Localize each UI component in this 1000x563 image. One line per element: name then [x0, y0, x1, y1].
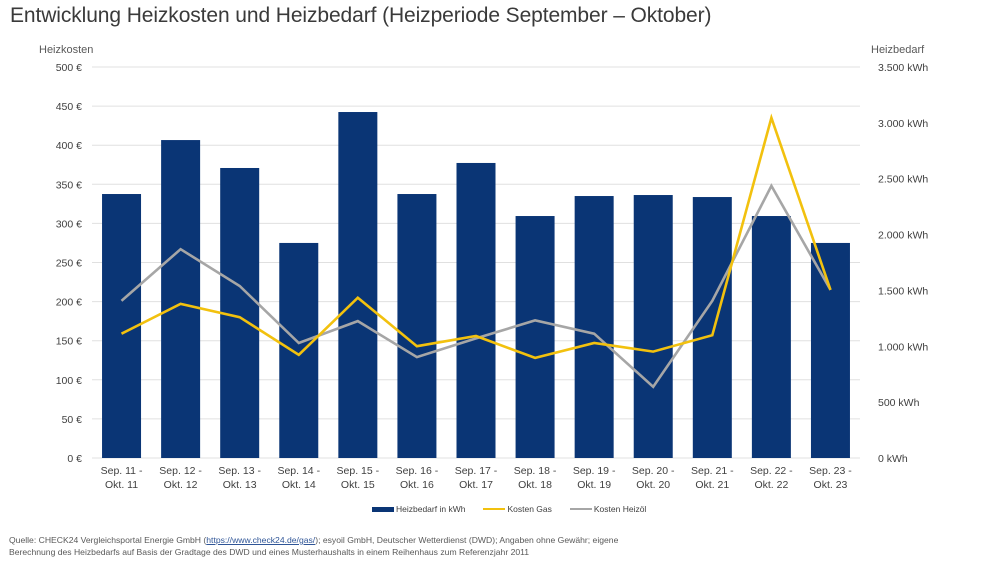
left-tick-label: 250 € [56, 258, 82, 270]
source-note: Quelle: CHECK24 Vergleichsportal Energie… [9, 534, 618, 558]
left-tick-label: 400 € [56, 140, 82, 152]
bar-heizbedarf-10 [692, 197, 732, 458]
left-tick-label: 300 € [56, 218, 82, 230]
left-tick-label: 0 € [67, 453, 82, 465]
left-tick-label: 50 € [62, 414, 83, 426]
left-tick-label: 350 € [56, 179, 82, 191]
legend-swatch-bar-icon [372, 506, 394, 512]
category-label: Okt. 22 [754, 479, 788, 491]
category-axis: Sep. 11 - Okt. 11 Sep. 12 - Okt. 12 Sep. 13 … [101, 465, 853, 491]
category-label: Sep. 20 - [632, 465, 675, 477]
right-axis-title: Heizbedarf [871, 44, 925, 56]
source-line-2: Berechnung des Heizbedarfs auf Basis der… [9, 547, 530, 557]
legend-swatch-line-icon [483, 508, 506, 510]
bar-heizbedarf-6 [456, 162, 496, 458]
left-tick-label: 200 € [56, 297, 82, 309]
category-label: Okt. 16 [400, 479, 434, 491]
category-label: Sep. 16 - [396, 465, 439, 477]
left-tick-label: 500 € [56, 62, 82, 74]
left-tick-label: 100 € [56, 375, 82, 387]
bar-heizbedarf-12 [810, 242, 850, 458]
category-label: Sep. 14 - [277, 465, 320, 477]
legend-item-heizoel[interactable]: Kosten Heizöl [569, 504, 647, 514]
right-tick-label: 3.000 kWh [878, 118, 928, 130]
category-label: Sep. 23 - [809, 465, 852, 477]
left-tick-label: 450 € [56, 101, 82, 113]
category-label: Sep. 11 - [101, 465, 143, 477]
bar-heizbedarf-3 [279, 242, 319, 458]
category-label: Sep. 21 - [691, 465, 734, 477]
bar-heizbedarf-11 [751, 216, 791, 458]
right-tick-label: 1.000 kWh [878, 341, 928, 353]
category-label: Sep. 15 - [337, 465, 380, 477]
category-label: Okt. 11 [105, 479, 138, 491]
bar-series-heizbedarf [102, 112, 850, 458]
left-tick-label: 150 € [56, 336, 82, 348]
category-label: Okt. 21 [695, 479, 729, 491]
legend-swatch-line-icon [569, 508, 592, 510]
category-label: Okt. 13 [223, 479, 257, 491]
source-link[interactable]: https://www.check24.de/gas/ [206, 535, 316, 545]
category-label: Okt. 19 [577, 479, 611, 491]
bar-heizbedarf-5 [397, 194, 437, 458]
bar-heizbedarf-4 [338, 112, 378, 458]
bar-heizbedarf-8 [574, 196, 614, 458]
category-label: Sep. 13 - [218, 465, 261, 477]
bar-heizbedarf-9 [633, 195, 673, 458]
legend-label: Heizbedarf in kWh [396, 504, 466, 514]
legend-label: Kosten Heizöl [593, 504, 647, 514]
line-series [120, 113, 832, 389]
category-label: Sep. 22 - [750, 465, 793, 477]
left-axis-ticks: 0 € 50 € 100 € 150 € 200 € 250 € 300 € 350 € 400… [56, 62, 82, 465]
right-tick-label: 500 kWh [878, 397, 920, 409]
category-label: Okt. 18 [518, 479, 552, 491]
right-tick-label: 2.000 kWh [878, 230, 928, 242]
right-axis-ticks: 0 kWh 500 kWh 1.000 kWh 1.500 kWh 2.000 kWh 2… [878, 62, 928, 465]
source-suffix: ); esyoil GmbH, Deutscher Wetterdienst (… [315, 535, 619, 545]
right-tick-label: 1.500 kWh [878, 285, 928, 297]
legend-label: Kosten Gas [507, 504, 552, 514]
category-label: Sep. 12 - [159, 465, 202, 477]
right-tick-label: 2.500 kWh [878, 174, 928, 186]
category-label: Sep. 19 - [573, 465, 616, 477]
source-prefix: Quelle: CHECK24 Vergleichsportal Energie… [9, 535, 207, 545]
legend-item-heizbedarf[interactable]: Heizbedarf in kWh [372, 504, 465, 514]
left-axis-title: Heizkosten [39, 44, 94, 56]
bar-heizbedarf-7 [515, 216, 555, 458]
category-label: Sep. 18 - [514, 465, 557, 477]
category-label: Okt. 23 [814, 479, 848, 491]
category-label: Okt. 15 [341, 479, 375, 491]
right-tick-label: 3.500 kWh [878, 62, 928, 74]
legend: Heizbedarf in kWh Kosten Gas Kosten Heiz… [372, 504, 646, 514]
category-label: Okt. 14 [282, 479, 316, 491]
right-tick-label: 0 kWh [878, 453, 908, 465]
category-label: Okt. 12 [164, 479, 198, 491]
bar-heizbedarf-1 [161, 140, 201, 458]
category-label: Okt. 20 [636, 479, 670, 491]
chart-title: Entwicklung Heizkosten und Heizbedarf (H… [10, 4, 712, 27]
category-label: Sep. 17 - [455, 465, 498, 477]
legend-item-gas[interactable]: Kosten Gas [483, 504, 552, 514]
category-label: Okt. 17 [459, 479, 493, 491]
